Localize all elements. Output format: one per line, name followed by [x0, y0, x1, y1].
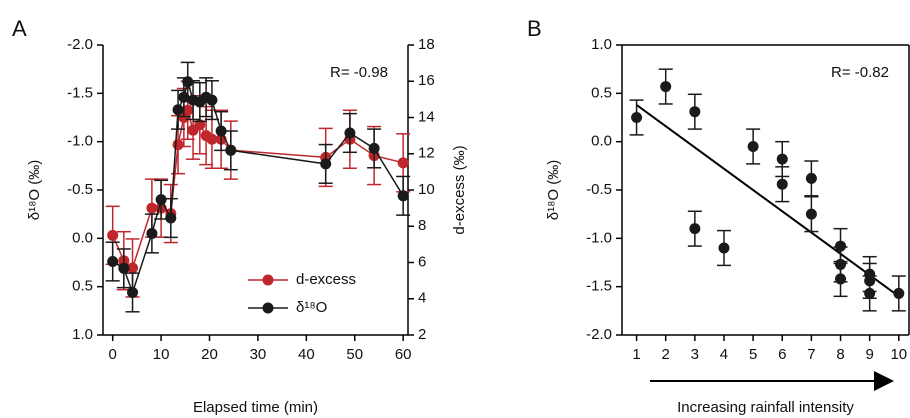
legend-marker [262, 274, 274, 286]
x-tick-label: 5 [749, 346, 757, 363]
point [182, 104, 194, 116]
point [182, 76, 194, 88]
y-axis-label: δ¹⁸O (‰) [26, 160, 43, 221]
point [118, 262, 130, 274]
point [225, 144, 237, 156]
point [344, 127, 356, 139]
y-tick-label: 1.0 [72, 326, 93, 343]
x-tick-label: 40 [298, 346, 315, 363]
point [660, 81, 672, 93]
x-axis-label: Elapsed time (min) [193, 399, 318, 416]
y-tick-label: 0.0 [591, 133, 612, 150]
y-tick-label: 0.5 [591, 84, 612, 101]
y-tick-label: -1.0 [67, 133, 93, 150]
point [776, 153, 788, 165]
point [206, 133, 218, 145]
point [397, 190, 409, 202]
x-tick-label: 10 [153, 346, 170, 363]
x-tick-label: 6 [778, 346, 786, 363]
point [835, 240, 847, 252]
y2-axis-label: d-excess (‰) [451, 145, 468, 234]
y2-tick-label: 4 [418, 290, 426, 307]
x-tick-label: 9 [865, 346, 873, 363]
point [206, 94, 218, 106]
point [864, 275, 876, 287]
x-tick-label: 2 [662, 346, 670, 363]
point [689, 223, 701, 235]
y-tick-label: 0.0 [72, 229, 93, 246]
x-tick-label: 30 [250, 346, 267, 363]
point [805, 172, 817, 184]
x-tick-label: 1 [632, 346, 640, 363]
point [893, 287, 905, 299]
series-line [112, 78, 404, 295]
x-tick-label: 3 [691, 346, 699, 363]
x-tick-label: 20 [201, 346, 218, 363]
y-tick-label: -1.0 [586, 229, 612, 246]
y2-tick-label: 10 [418, 181, 435, 198]
series-line [111, 108, 404, 270]
y-tick-label: -0.5 [586, 181, 612, 198]
x-tick-label: 4 [720, 346, 728, 363]
point [805, 208, 817, 220]
legend-label: d-excess [296, 271, 356, 288]
panel-label: B [527, 16, 542, 41]
x-tick-label: 8 [836, 346, 844, 363]
point [172, 139, 184, 151]
point [835, 273, 847, 285]
y-tick-label: -1.5 [586, 278, 612, 295]
y2-tick-label: 2 [418, 326, 426, 343]
point [146, 228, 158, 239]
y-tick-label: -2.0 [586, 326, 612, 343]
x-tick-label: 60 [395, 346, 412, 363]
y-tick-label: -0.5 [67, 181, 93, 198]
point [107, 256, 119, 268]
y-tick-label: -2.0 [67, 36, 93, 53]
point [689, 106, 701, 118]
x-tick-label: 7 [807, 346, 815, 363]
panel-label: A [12, 16, 27, 41]
point [368, 142, 380, 154]
x-tick-label: 0 [109, 346, 117, 363]
x-tick-label: 50 [346, 346, 363, 363]
point [215, 125, 227, 137]
point [835, 258, 847, 270]
point [155, 194, 167, 206]
point [776, 178, 788, 190]
point [320, 158, 332, 170]
point [165, 212, 177, 224]
point [747, 141, 759, 152]
point [127, 286, 139, 298]
point [146, 202, 158, 214]
point [631, 112, 643, 123]
x-tick-label: 10 [890, 346, 907, 363]
point [397, 157, 409, 169]
point [864, 287, 876, 299]
point [107, 229, 119, 241]
y2-tick-label: 12 [418, 145, 435, 162]
point [718, 242, 730, 254]
y-tick-label: 1.0 [591, 36, 612, 53]
legend-label: δ¹⁸O [296, 299, 327, 316]
x-axis-label: Increasing rainfall intensity [677, 399, 854, 416]
y2-tick-label: 6 [418, 253, 426, 270]
point [178, 91, 190, 103]
fit-line [635, 104, 900, 298]
y-tick-label: -1.5 [67, 84, 93, 101]
y2-tick-label: 18 [418, 36, 435, 53]
y-axis-label: δ¹⁸O (‰) [545, 160, 562, 221]
annotation: R= -0.82 [831, 64, 889, 81]
point [127, 262, 139, 274]
point [172, 104, 184, 116]
y2-tick-label: 8 [418, 217, 426, 234]
legend-marker [262, 302, 274, 314]
y2-tick-label: 16 [418, 72, 435, 89]
annotation: R= -0.98 [330, 64, 388, 81]
y-tick-label: 0.5 [72, 278, 93, 295]
y2-tick-label: 14 [418, 108, 435, 125]
